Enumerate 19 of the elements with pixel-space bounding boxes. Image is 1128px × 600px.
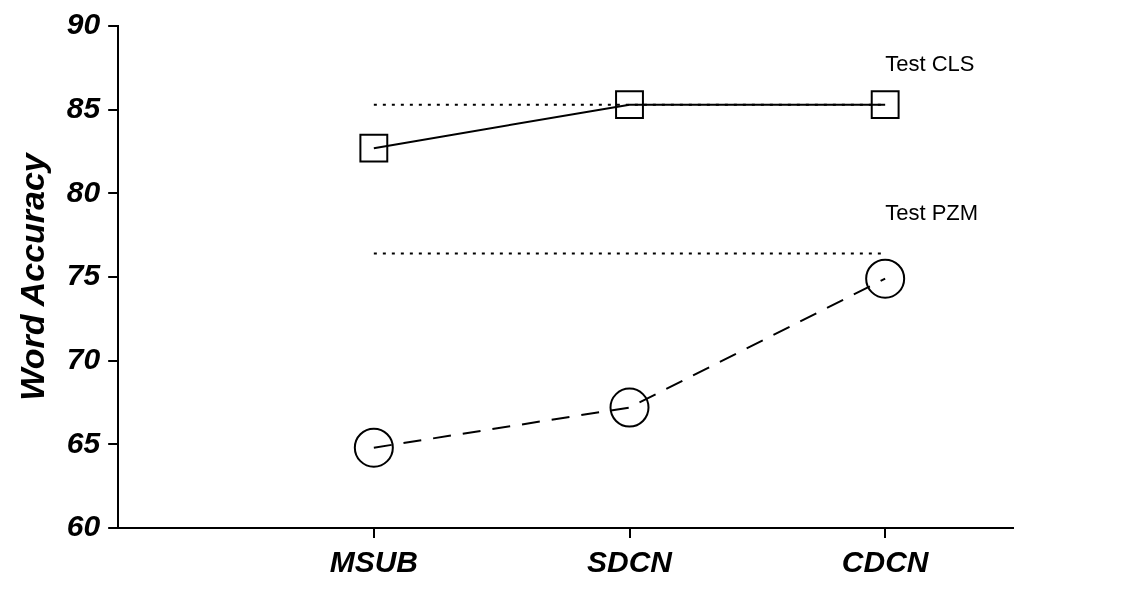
x-tick-label: SDCN: [586, 545, 674, 579]
point: [609, 387, 650, 428]
y-tick-label: 85: [66, 90, 102, 124]
y-axis-title: Word Accuracy: [12, 151, 51, 401]
y-tick-label: 70: [66, 341, 101, 375]
point: [865, 258, 906, 299]
x-tick-label: CDCN: [841, 545, 930, 579]
point: [359, 133, 389, 163]
ref-line-label: Test CLS: [885, 50, 975, 76]
ref-line-label: Test PZM: [885, 199, 979, 225]
x-tick-label: MSUB: [329, 545, 419, 579]
y-tick-label: 80: [66, 174, 101, 208]
y-tick-label: 75: [66, 258, 102, 292]
y-tick-label: 60: [66, 509, 101, 543]
point: [353, 427, 394, 468]
point: [870, 90, 900, 120]
point: [615, 90, 644, 120]
y-tick-label: 90: [66, 7, 101, 41]
y-tick-label: 65: [66, 425, 102, 459]
